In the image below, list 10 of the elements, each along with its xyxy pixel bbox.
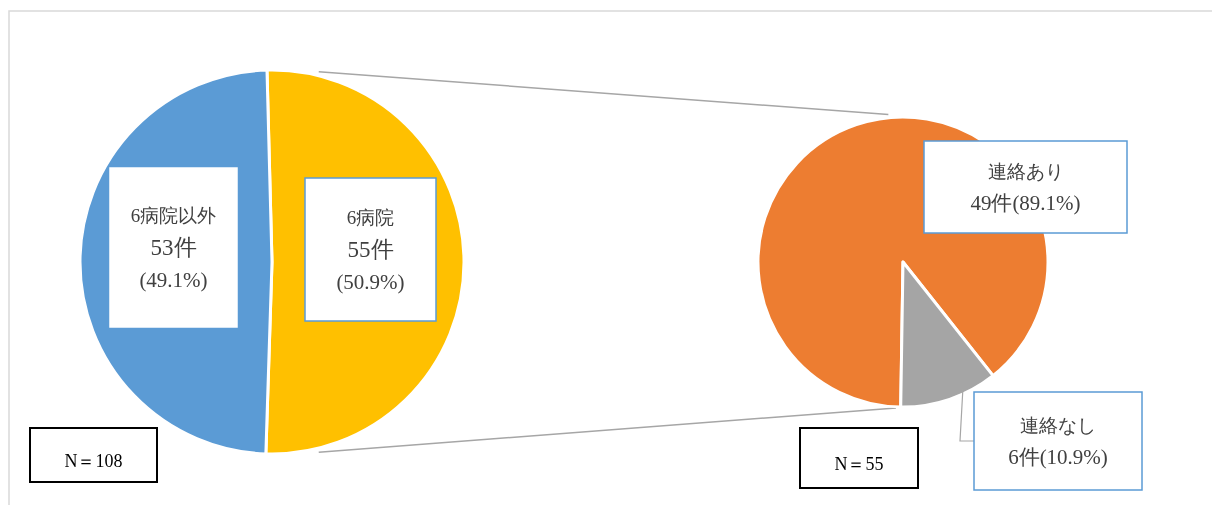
data-label: 49件(89.1%) — [970, 191, 1081, 215]
data-label: 53件 (49.1%) — [139, 235, 208, 292]
slice-label: 連絡あり — [987, 160, 1064, 182]
slice-label: 6病院 — [346, 207, 395, 228]
data-label: 55件 (50.9%) — [336, 237, 405, 294]
slice-label: 連絡なし — [1020, 414, 1096, 436]
text: N＝108 — [64, 451, 123, 471]
slice-label: 6病院以外 — [130, 205, 217, 226]
text: N＝55 — [834, 454, 884, 474]
data-label: 6件(10.9%) — [1008, 445, 1108, 469]
